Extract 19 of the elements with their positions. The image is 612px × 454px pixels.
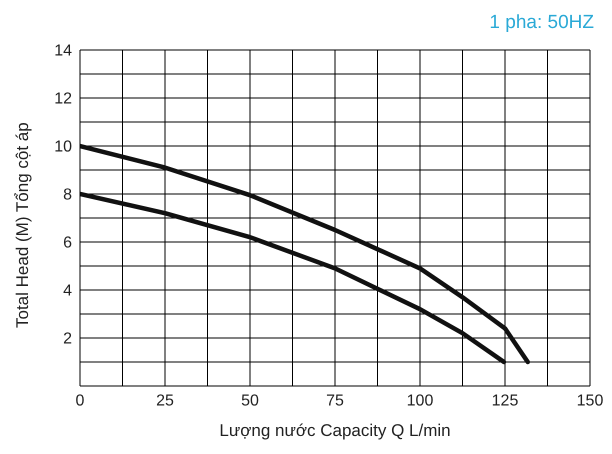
x-tick-label: 50	[241, 392, 259, 410]
y-tick-label: 10	[54, 138, 72, 156]
y-tick-label: 8	[63, 186, 72, 204]
y-tick-label: 14	[54, 42, 72, 60]
line-series	[80, 192, 506, 364]
x-tick-label: 25	[156, 392, 174, 410]
x-tick-label: 125	[492, 392, 518, 410]
chart-title: 1 pha: 50HZ	[489, 12, 594, 34]
x-tick-label: 150	[576, 392, 604, 410]
x-tick-label: 75	[326, 392, 344, 410]
y-tick-label: 12	[54, 90, 72, 108]
x-tick-label: 0	[76, 392, 85, 410]
y-tick-label: 6	[63, 234, 72, 252]
x-tick-label: 100	[406, 392, 434, 410]
y-axis-title: Total Head (M) Tổng cột áp	[13, 122, 32, 328]
line-series	[80, 144, 530, 364]
y-tick-label: 4	[63, 282, 72, 300]
x-axis-title: Lượng nước Capacity Q L/min	[219, 421, 451, 440]
y-tick-label: 2	[63, 330, 72, 348]
